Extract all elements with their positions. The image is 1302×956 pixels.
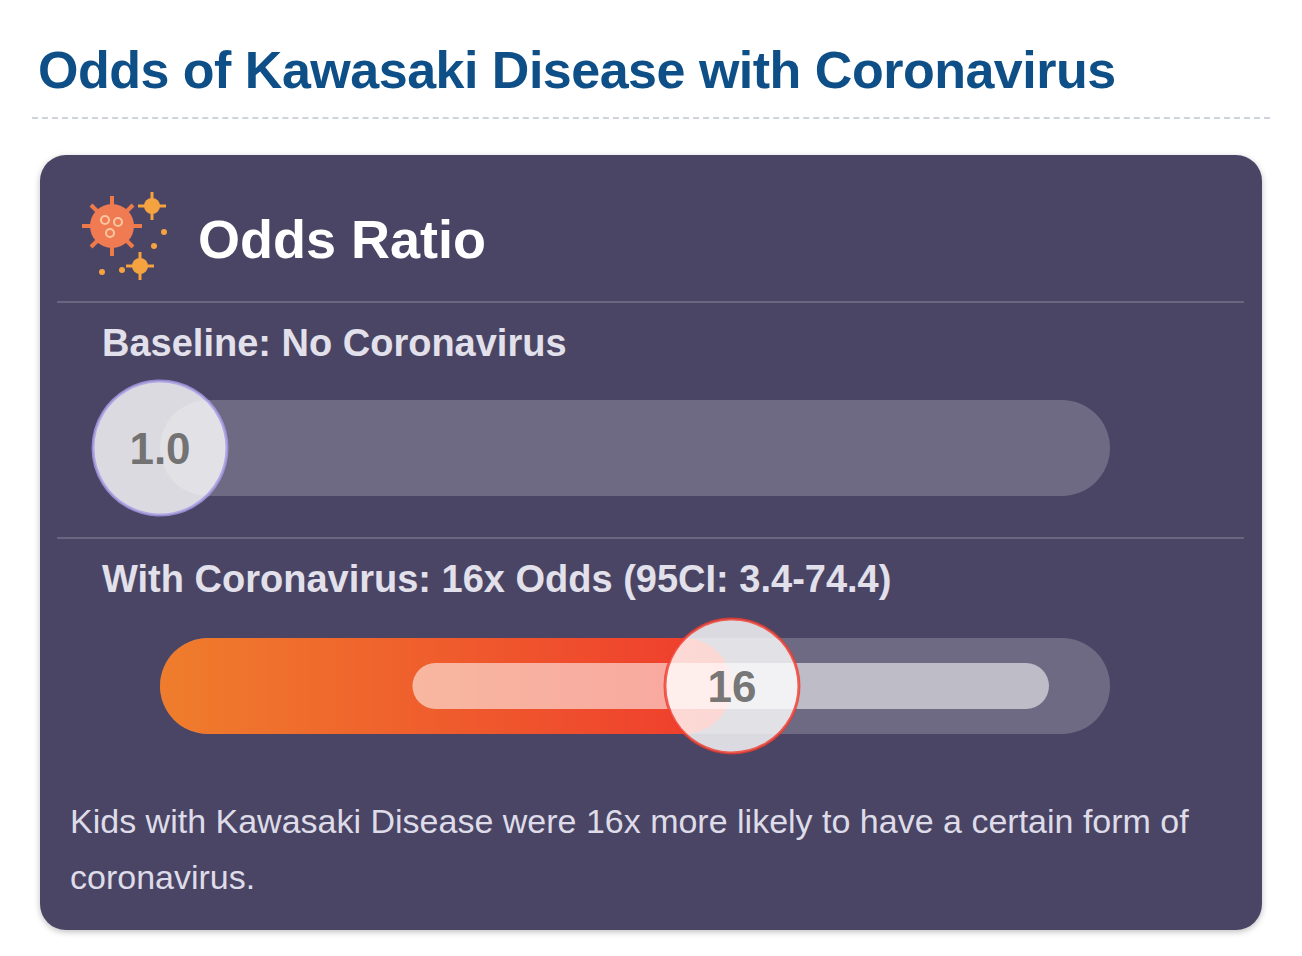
html-text:Kids with Kawasaki Disease wer: Kids with Kawasaki Disease were 16x more… — [70, 802, 1189, 896]
svg-text:16: 16 — [707, 662, 756, 711]
html-text:Odds of Kawasaki Disease with: Odds of Kawasaki Disease with Coronaviru… — [38, 41, 1116, 99]
html-text:Odds Ratio: Odds Ratio — [198, 209, 486, 269]
html-text:Baseline: No Coronavirus: Baseline: No Coronavirus — [102, 322, 567, 364]
html-text:With Coronavirus: 16x Odds (95: With Coronavirus: 16x Odds (95CI: 3.4-74… — [102, 558, 892, 600]
svg-text:1.0: 1.0 — [129, 424, 190, 473]
